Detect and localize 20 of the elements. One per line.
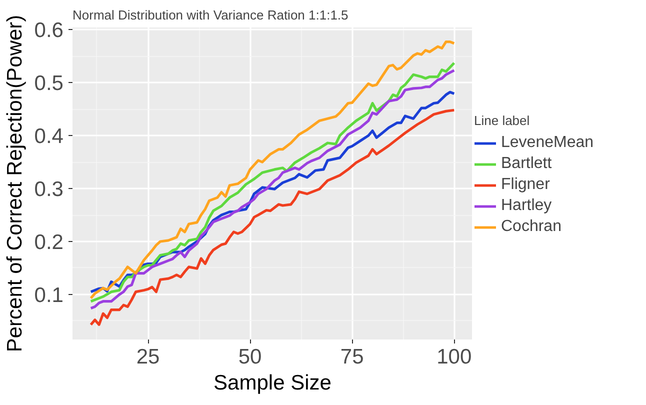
legend-label: Cochran xyxy=(501,218,562,236)
y-axis-title: Percent of Correct Rejection(Power) xyxy=(3,14,26,352)
y-tick-label: 0.4 xyxy=(34,125,64,148)
y-tick-label: 0.6 xyxy=(34,19,64,42)
x-tick-label: 100 xyxy=(436,346,472,368)
chart-title: Normal Distribution with Variance Ration 1:1:1.5 xyxy=(72,8,348,22)
x-tick-label: 75 xyxy=(340,346,364,368)
y-tick-label: 0.5 xyxy=(34,72,64,96)
y-tick-label: 0.1 xyxy=(34,284,64,307)
legend-label: LeveneMean xyxy=(501,134,594,152)
line-series xyxy=(90,108,456,326)
x-tick-label: 25 xyxy=(136,346,160,368)
legend-label: Bartlett xyxy=(501,154,552,172)
x-tick-label: 50 xyxy=(238,346,262,368)
y-tick-label: 0.2 xyxy=(34,231,64,254)
legend-label: Hartley xyxy=(501,196,552,214)
y-tick-label: 0.3 xyxy=(34,178,64,202)
legend-title: Line label xyxy=(474,112,531,128)
legend-label: Fligner xyxy=(501,176,550,194)
x-axis-title: Sample Size xyxy=(214,372,332,394)
